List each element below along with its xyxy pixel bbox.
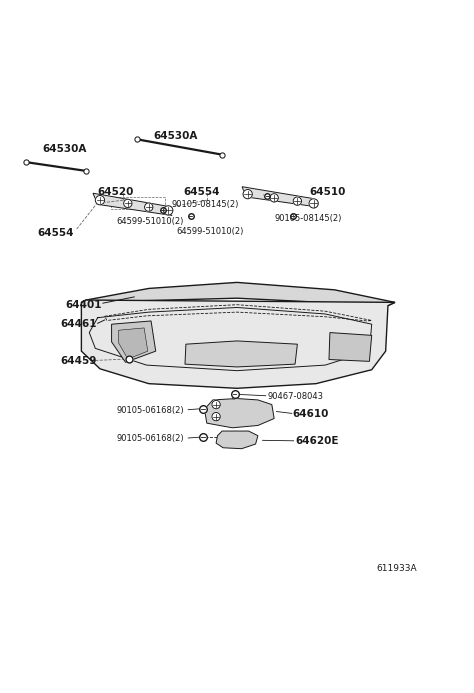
Circle shape xyxy=(95,195,105,205)
Text: 64530A: 64530A xyxy=(154,131,198,141)
Polygon shape xyxy=(82,300,395,388)
Circle shape xyxy=(243,189,252,199)
Text: 64554: 64554 xyxy=(183,187,220,197)
Text: 64510: 64510 xyxy=(309,187,346,197)
Text: 64610: 64610 xyxy=(293,409,329,419)
Text: 90105-06168(2): 90105-06168(2) xyxy=(116,405,184,414)
Text: 64530A: 64530A xyxy=(42,144,86,154)
Text: 64461: 64461 xyxy=(61,319,97,329)
Text: 90105-08145(2): 90105-08145(2) xyxy=(172,200,239,209)
Circle shape xyxy=(270,193,278,202)
Circle shape xyxy=(293,197,301,205)
Polygon shape xyxy=(204,398,274,428)
Text: 64459: 64459 xyxy=(61,356,97,367)
Polygon shape xyxy=(118,328,148,359)
Polygon shape xyxy=(242,186,316,207)
Polygon shape xyxy=(93,193,172,216)
Text: 90467-08043: 90467-08043 xyxy=(267,392,323,401)
Circle shape xyxy=(309,199,319,208)
Polygon shape xyxy=(111,321,155,362)
Text: 64599-51010(2): 64599-51010(2) xyxy=(177,227,244,236)
Polygon shape xyxy=(329,333,372,361)
Text: 64401: 64401 xyxy=(65,299,101,310)
Circle shape xyxy=(212,412,220,421)
Circle shape xyxy=(145,203,153,211)
Text: 90105-06168(2): 90105-06168(2) xyxy=(116,434,184,443)
Polygon shape xyxy=(185,341,297,367)
Text: 90105-08145(2): 90105-08145(2) xyxy=(274,214,342,223)
Text: 64620E: 64620E xyxy=(295,437,338,446)
Polygon shape xyxy=(82,282,395,306)
Text: 611933A: 611933A xyxy=(376,564,417,573)
Polygon shape xyxy=(216,431,258,448)
Text: 64599-51010(2): 64599-51010(2) xyxy=(116,217,183,226)
Text: 64520: 64520 xyxy=(98,187,134,197)
Circle shape xyxy=(124,200,132,208)
Text: 64554: 64554 xyxy=(37,228,74,238)
Circle shape xyxy=(212,401,220,409)
Circle shape xyxy=(164,206,173,215)
